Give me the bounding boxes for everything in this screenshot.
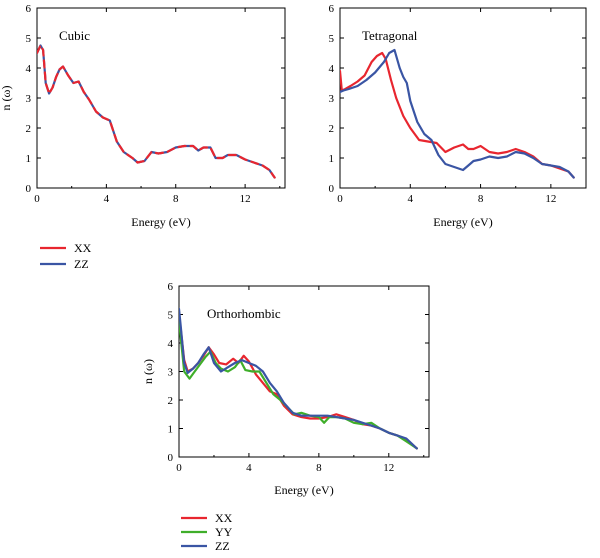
orthorhombic-y-tick-label: 6 — [168, 281, 174, 293]
cubic-y-tick-label: 1 — [26, 153, 32, 165]
tetragonal-y-tick-label: 1 — [329, 153, 335, 165]
cubic-y-axis-label: n (ω) — [0, 86, 13, 111]
cubic-x-axis-label: Energy (eV) — [131, 215, 190, 229]
cubic-y-tick-label: 0 — [26, 183, 32, 195]
tetragonal-y-tick-label: 0 — [329, 183, 335, 195]
tetragonal-y-tick-label: 5 — [329, 33, 335, 45]
orthorhombic-x-tick-label: 8 — [316, 462, 322, 474]
tetragonal-y-tick-label: 6 — [329, 3, 335, 15]
cubic-y-tick-label: 6 — [26, 3, 32, 15]
orthorhombic-y-tick-label: 1 — [168, 424, 174, 436]
tetragonal-series-zz-line — [340, 48, 575, 179]
cubic-y-tick-label: 4 — [26, 63, 32, 75]
tetragonal-x-tick-label: 12 — [545, 193, 556, 205]
orthorhombic-legend-label-xx: XX — [215, 511, 233, 525]
orthorhombic-y-axis-label: n (ω) — [141, 359, 155, 384]
tetragonal-panel-title: Tetragonal — [362, 28, 418, 43]
cubic-legend: XX ZZ — [40, 241, 92, 271]
orthorhombic-x-tick-label: 0 — [176, 462, 182, 474]
cubic-y-tick-label: 2 — [26, 123, 32, 135]
tetragonal-x-tick-label: 8 — [478, 193, 484, 205]
orthorhombic-y-tick-label: 4 — [168, 338, 174, 350]
cubic-series-zz-line — [37, 44, 276, 179]
tetragonal-series-xx-line — [340, 51, 575, 179]
cubic-y-tick-label: 5 — [26, 33, 32, 45]
orthorhombic-x-tick-label: 12 — [383, 462, 394, 474]
orthorhombic-y-tick-label: 2 — [168, 395, 174, 407]
tetragonal-y-tick-label: 4 — [329, 63, 335, 75]
tetragonal-x-tick-label: 0 — [337, 193, 343, 205]
orthorhombic-y-tick-label: 3 — [168, 367, 174, 379]
cubic-legend-label-xx: XX — [74, 241, 92, 255]
tetragonal-x-tick-label: 4 — [408, 193, 414, 205]
cubic-x-tick-label: 12 — [240, 193, 251, 205]
orthorhombic-x-axis-label: Energy (eV) — [274, 483, 333, 497]
tetragonal-x-axis-label: Energy (eV) — [433, 215, 492, 229]
tetragonal-y-tick-label: 3 — [329, 93, 335, 105]
cubic-panel-title: Cubic — [59, 28, 90, 43]
orthorhombic-y-tick-label: 0 — [168, 452, 174, 464]
cubic-x-tick-label: 0 — [34, 193, 40, 205]
cubic-y-tick-label: 3 — [26, 93, 32, 105]
tetragonal-y-tick-label: 2 — [329, 123, 335, 135]
orthorhombic-x-tick-label: 4 — [246, 462, 252, 474]
orthorhombic-panel-title: Orthorhombic — [207, 306, 281, 321]
cubic-x-tick-label: 8 — [173, 193, 179, 205]
cubic-legend-label-zz: ZZ — [74, 257, 89, 271]
cubic-x-tick-label: 4 — [104, 193, 110, 205]
orthorhombic-legend-label-zz: ZZ — [215, 539, 230, 553]
orthorhombic-y-tick-label: 5 — [168, 310, 174, 322]
orthorhombic-legend-label-yy: YY — [215, 525, 233, 539]
orthorhombic-series-zz-line — [179, 307, 418, 450]
cubic-series-xx-line — [37, 44, 276, 179]
